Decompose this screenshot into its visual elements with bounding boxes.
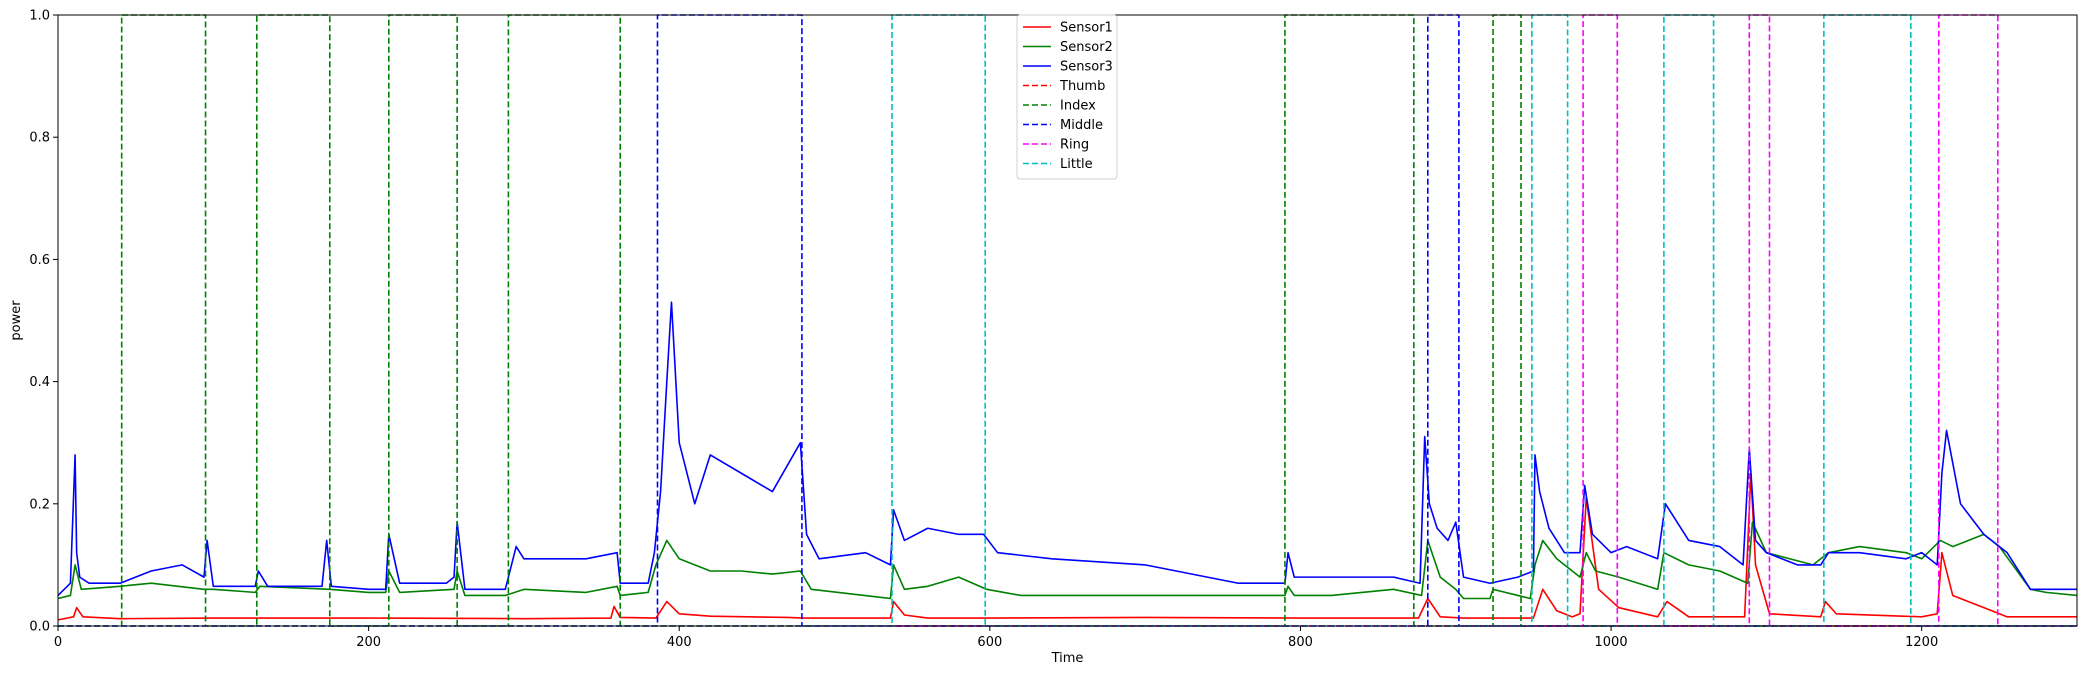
x-axis-ticks: 0 200 400 600 800 1000 1200 bbox=[54, 626, 1938, 650]
y-tick-label: 0.8 bbox=[29, 131, 50, 146]
legend-label-thumb: Thumb bbox=[1059, 79, 1105, 94]
x-tick-label: 1000 bbox=[1595, 635, 1628, 650]
series-line-sensor2 bbox=[58, 521, 2077, 600]
legend-label-index: Index bbox=[1060, 99, 1096, 114]
y-tick-label: 0.0 bbox=[29, 620, 50, 635]
y-tick-label: 0.6 bbox=[29, 253, 50, 268]
y-tick-label: 1.0 bbox=[29, 9, 50, 24]
y-axis-ticks: 0.0 0.2 0.4 0.6 0.8 1.0 bbox=[29, 9, 58, 635]
legend-label-sensor3: Sensor3 bbox=[1060, 60, 1113, 75]
legend-label-middle: Middle bbox=[1060, 118, 1103, 133]
y-axis-label: power bbox=[9, 300, 24, 341]
series-line-sensor3 bbox=[58, 301, 2077, 597]
x-tick-label: 600 bbox=[977, 635, 1002, 650]
x-tick-label: 400 bbox=[667, 635, 692, 650]
y-tick-label: 0.2 bbox=[29, 497, 50, 512]
legend-label-sensor1: Sensor1 bbox=[1060, 21, 1113, 36]
legend-label-ring: Ring bbox=[1060, 138, 1089, 153]
x-tick-label: 0 bbox=[54, 635, 62, 650]
legend-label-sensor2: Sensor2 bbox=[1060, 40, 1113, 55]
legend-label-little: Little bbox=[1060, 157, 1093, 172]
legend: Sensor1 Sensor2 Sensor3 Thumb Index Middle Rin… bbox=[1016, 14, 1118, 180]
legend-box bbox=[1016, 14, 1118, 180]
series-line-sensor1 bbox=[58, 472, 2077, 621]
x-tick-label: 1200 bbox=[1905, 635, 1938, 650]
x-tick-label: 800 bbox=[1288, 635, 1313, 650]
y-tick-label: 0.4 bbox=[29, 375, 50, 390]
x-axis-label: Time bbox=[1051, 651, 1084, 666]
x-tick-label: 200 bbox=[356, 635, 381, 650]
